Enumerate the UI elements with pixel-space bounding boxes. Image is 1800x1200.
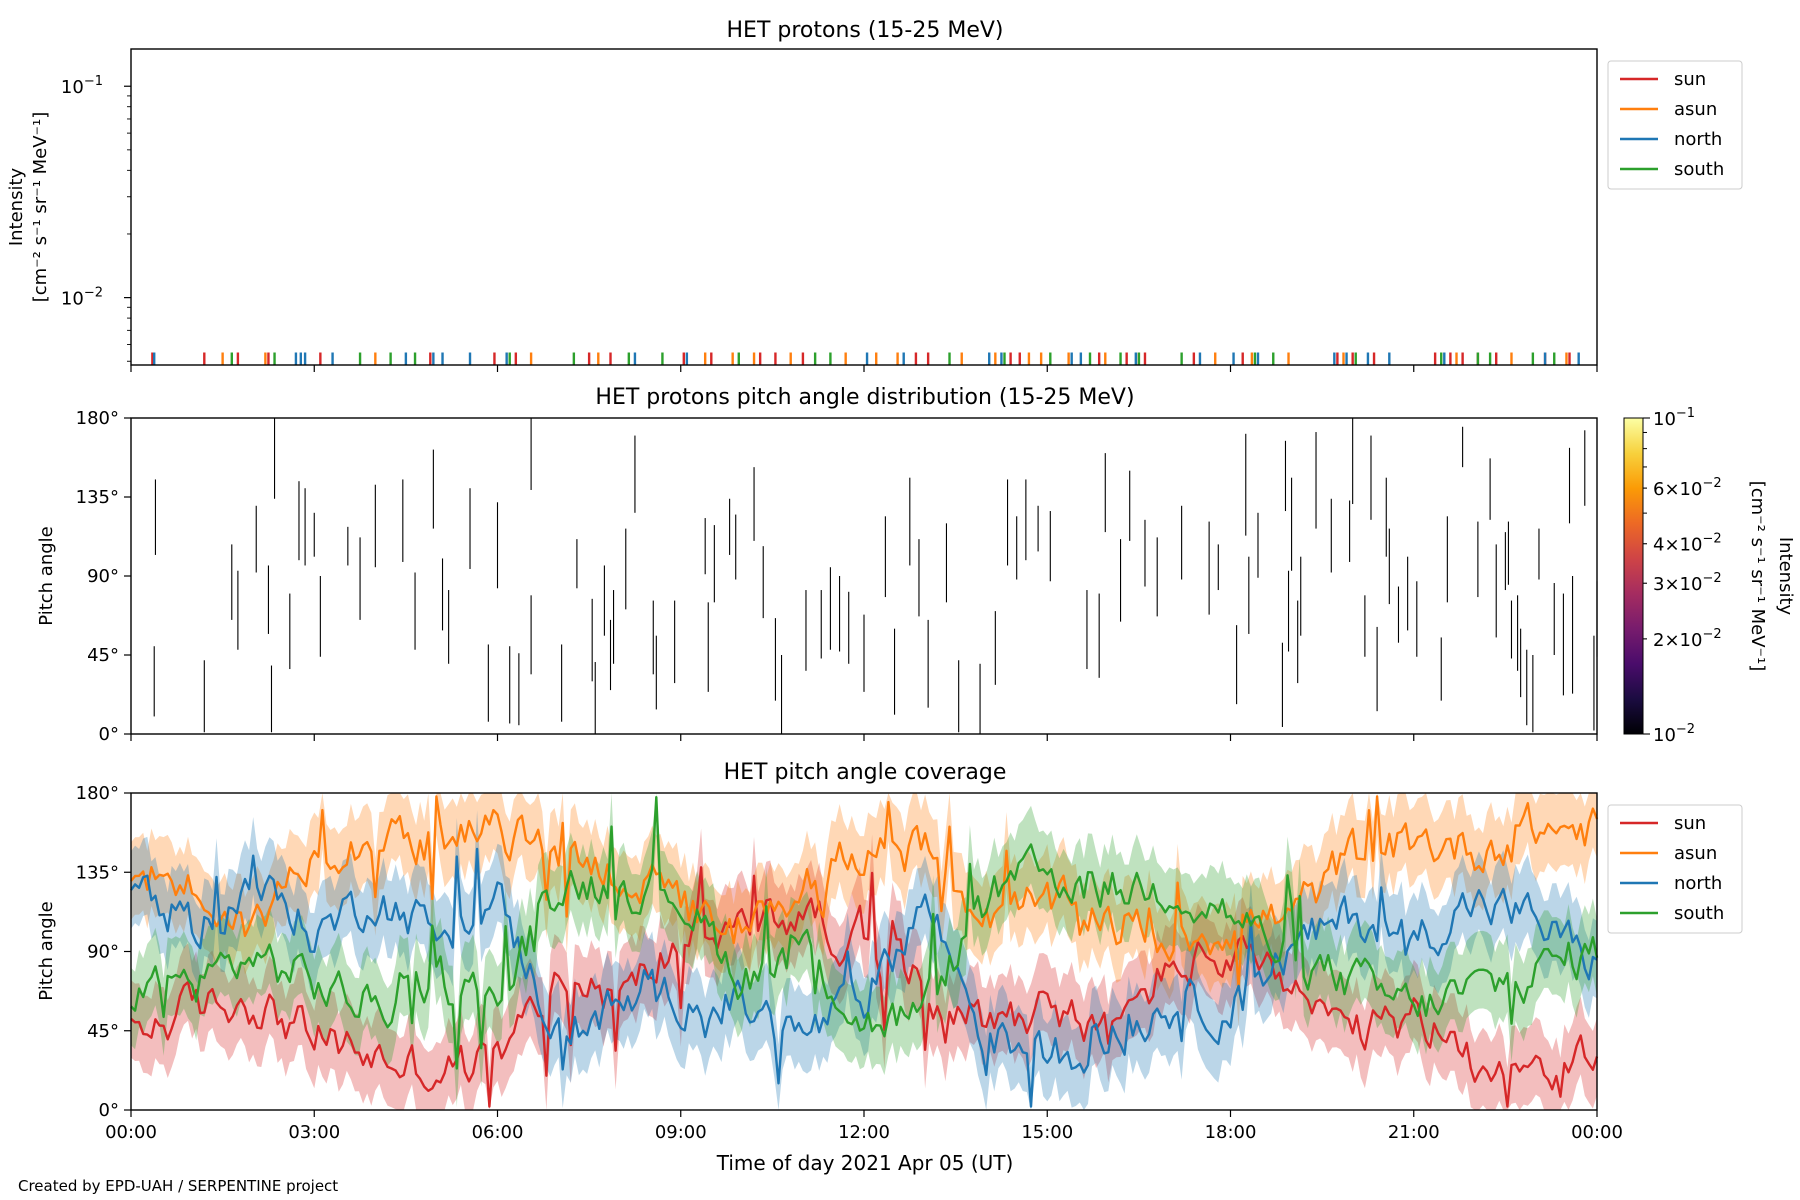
- panel3-ytick-label-1: 45°: [87, 1021, 119, 1042]
- panel1-frame: [130, 48, 1598, 366]
- x-axis-label: Time of day 2021 Apr 05 (UT): [716, 1151, 1014, 1175]
- colorbar-label-line1: Intensity: [1775, 537, 1796, 616]
- panel1-legend: sun asun north south: [1607, 60, 1743, 190]
- panel2-ytick-label-3: 135°: [76, 487, 119, 508]
- pad-segments: [153, 418, 1598, 734]
- colorbar-tick-label-5: 10−2: [1653, 722, 1695, 746]
- colorbar-tick-label-0: 10−1: [1653, 406, 1695, 430]
- coverage-band-sun: [131, 828, 1597, 1110]
- panel3-xtick-label-7: 21:00: [1388, 1122, 1440, 1143]
- panel3-legend: sun asun north south: [1607, 804, 1743, 934]
- panel3-xtick-label-1: 03:00: [288, 1122, 340, 1143]
- panel3-axes: 0° 45° 90° 135° 180° 00:00 03:00 06:00 09:00 12:0…: [76, 783, 1623, 1143]
- panel1-ylabel-line2: [cm⁻² s⁻¹ sr⁻¹ MeV⁻¹]: [30, 112, 51, 303]
- panel1-ytick-label-0: 10−1: [61, 74, 103, 98]
- coverage-bands: [131, 793, 1597, 1110]
- panel3-xtick-label-8: 00:00: [1571, 1122, 1623, 1143]
- panel3-ytick-label-4: 180°: [76, 783, 119, 804]
- intensity-panel: HET protons (15-25 MeV) 10−1 10−2 Intensi…: [6, 18, 1743, 372]
- panel1-ylabel-line1: Intensity: [6, 167, 27, 246]
- panel1-legend-box: [1607, 60, 1743, 190]
- colorbar-tick-label-4: 2×10−2: [1653, 627, 1722, 651]
- pitch-angle-distribution-panel: HET protons pitch angle distribution (15…: [36, 385, 1796, 746]
- panel3-ylabel: Pitch angle: [36, 901, 57, 1000]
- panel3-legend-label-sun: sun: [1674, 813, 1706, 834]
- panel3-ytick-label-3: 135°: [76, 862, 119, 883]
- coverage-line-sun: [130, 866, 1599, 1108]
- coverage-line-north: [130, 847, 1598, 1108]
- footer-credit: Created by EPD-UAH / SERPENTINE project: [18, 1177, 338, 1195]
- panel3-xtick-label-0: 00:00: [105, 1122, 157, 1143]
- colorbar: 10−1 6×10−2 4×10−2 3×10−2 2×10−2 10−2 Intensi…: [1623, 406, 1796, 746]
- intensity-traces: [151, 352, 1580, 365]
- colorbar-ticks: 10−1 6×10−2 4×10−2 3×10−2 2×10−2 10−2: [1643, 406, 1722, 746]
- panel3-title: HET pitch angle coverage: [724, 760, 1007, 785]
- panel3-xtick-label-6: 18:00: [1205, 1122, 1257, 1143]
- panel3-xtick-label-4: 12:00: [838, 1122, 890, 1143]
- panel3-ytick-label-2: 90°: [87, 942, 119, 963]
- panel1-ytick-label-1: 10−2: [61, 286, 103, 310]
- colorbar-tick-label-2: 4×10−2: [1653, 532, 1722, 556]
- panel2-ytick-label-1: 45°: [87, 645, 119, 666]
- panel3-ytick-label-0: 0°: [99, 1100, 119, 1121]
- coverage-line-asun: [130, 795, 1599, 990]
- pitch-angle-coverage-panel: HET pitch angle coverage 0° 45° 90° 135° 180…: [36, 760, 1743, 1175]
- colorbar-tick-label-1: 6×10−2: [1653, 476, 1722, 500]
- panel3-legend-label-south: south: [1674, 903, 1724, 924]
- panel3-legend-box: [1607, 804, 1743, 934]
- panel1-legend-label-sun: sun: [1674, 69, 1706, 90]
- coverage-lines: [130, 795, 1599, 1108]
- colorbar-label-line2: [cm⁻² s⁻¹ sr⁻¹ MeV⁻¹]: [1747, 481, 1768, 672]
- panel2-title: HET protons pitch angle distribution (15…: [595, 385, 1134, 410]
- panel2-ytick-label-0: 0°: [99, 724, 119, 745]
- panel3-xtick-label-5: 15:00: [1021, 1122, 1073, 1143]
- panel1-title: HET protons (15-25 MeV): [727, 18, 1004, 43]
- panel3-xtick-label-3: 09:00: [655, 1122, 707, 1143]
- panel1-legend-label-south: south: [1674, 159, 1724, 180]
- panel3-xtick-label-2: 06:00: [472, 1122, 524, 1143]
- panel1-legend-label-north: north: [1674, 129, 1722, 150]
- panel1-axes: 10−1 10−2: [61, 74, 1598, 372]
- coverage-line-south: [130, 796, 1599, 1070]
- panel2-ylabel: Pitch angle: [36, 526, 57, 625]
- colorbar-fill: [1623, 417, 1644, 735]
- panel3-legend-label-north: north: [1674, 873, 1722, 894]
- panel1-legend-label-asun: asun: [1674, 99, 1717, 120]
- panel2-ytick-label-4: 180°: [76, 408, 119, 429]
- panel3-legend-label-asun: asun: [1674, 843, 1717, 864]
- colorbar-tick-label-3: 3×10−2: [1653, 571, 1722, 595]
- panel2-axes: 0° 45° 90° 135° 180°: [76, 408, 1598, 745]
- coverage-band-south: [131, 793, 1597, 1108]
- panel2-ytick-label-2: 90°: [87, 566, 119, 587]
